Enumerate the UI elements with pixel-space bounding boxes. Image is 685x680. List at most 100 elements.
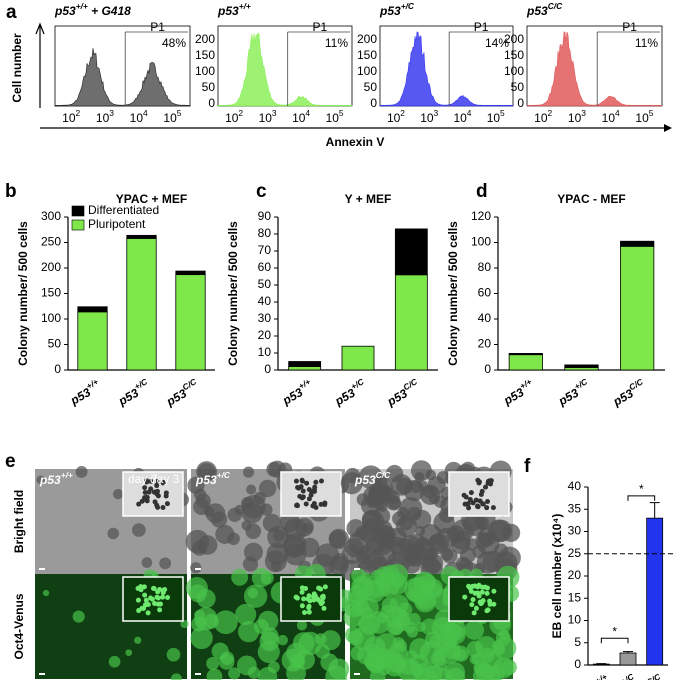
x-tick-label: 104 bbox=[130, 108, 148, 125]
inset-colony bbox=[299, 589, 305, 595]
inset-colony bbox=[466, 505, 472, 511]
colony bbox=[418, 574, 437, 593]
x-tick-label: p53+/+ bbox=[66, 377, 104, 409]
inset-colony bbox=[154, 488, 160, 494]
x-tick-label: 103 bbox=[96, 108, 114, 125]
inset-colony bbox=[150, 585, 156, 591]
x-tick-label: p53C/C bbox=[162, 376, 203, 409]
inset-colony bbox=[160, 504, 166, 510]
bar-segment bbox=[77, 311, 108, 371]
colony bbox=[410, 460, 432, 481]
colony bbox=[499, 630, 510, 641]
x-tick-label: 105 bbox=[163, 108, 181, 125]
colony bbox=[428, 534, 447, 552]
y-tick-label: 30 bbox=[258, 311, 272, 325]
colony bbox=[242, 466, 255, 478]
inset-colony bbox=[303, 501, 309, 507]
inset-colony bbox=[475, 477, 481, 483]
x-tick-label: 103 bbox=[259, 108, 277, 125]
inset-colony bbox=[306, 496, 312, 502]
colony bbox=[328, 528, 350, 550]
y-axis-label: Colony number/ 500 cells bbox=[446, 221, 460, 366]
gate-percent: 11% bbox=[325, 36, 348, 50]
colony bbox=[247, 666, 261, 679]
bar-segment bbox=[508, 354, 543, 371]
inset-colony bbox=[154, 483, 160, 489]
colony bbox=[267, 661, 280, 674]
inset-colony bbox=[155, 595, 161, 601]
inset-colony bbox=[299, 478, 305, 484]
panel-letter: c bbox=[256, 181, 267, 202]
y-tick-label: 200 bbox=[195, 32, 215, 46]
colony bbox=[187, 476, 205, 494]
inset-colony bbox=[141, 584, 147, 590]
inset-colony bbox=[467, 497, 473, 503]
y-tick-label: 0 bbox=[54, 362, 61, 376]
inset-colony bbox=[161, 587, 167, 593]
colony bbox=[283, 536, 305, 558]
y-tick-label: 150 bbox=[195, 48, 215, 62]
inset-colony bbox=[300, 488, 306, 494]
inset-colony bbox=[475, 504, 481, 510]
colony bbox=[445, 667, 466, 680]
inset-colony bbox=[485, 478, 491, 484]
colony bbox=[205, 503, 226, 524]
colony bbox=[188, 584, 207, 603]
colony bbox=[134, 636, 142, 644]
colony bbox=[112, 488, 124, 500]
colony bbox=[390, 474, 413, 496]
y-arrow bbox=[35, 22, 45, 108]
inset-colony bbox=[154, 478, 160, 484]
colony bbox=[279, 511, 300, 532]
scale-bar bbox=[195, 673, 201, 675]
inset-colony bbox=[149, 596, 155, 602]
day-label: day 7 bbox=[128, 472, 158, 486]
panel-letter: f bbox=[524, 456, 531, 477]
inset-colony bbox=[142, 592, 148, 598]
bar-segment bbox=[508, 353, 543, 356]
inset-colony bbox=[472, 590, 478, 596]
colony bbox=[399, 497, 423, 520]
x-tick-label: 105 bbox=[635, 108, 653, 125]
bar bbox=[592, 663, 610, 666]
y-tick-label: 40 bbox=[478, 311, 492, 325]
chart-title: YPAC - MEF bbox=[557, 192, 625, 206]
colony bbox=[206, 668, 223, 680]
colony bbox=[368, 485, 388, 505]
x-tick-label: p53C/C bbox=[626, 671, 667, 680]
colony bbox=[190, 626, 213, 650]
significance-label: * bbox=[639, 482, 644, 496]
inset-colony bbox=[487, 601, 493, 607]
inset-colony bbox=[322, 502, 328, 508]
colony bbox=[488, 665, 505, 680]
y-tick-label: 10 bbox=[258, 345, 272, 359]
colony bbox=[206, 656, 220, 670]
inset-colony bbox=[306, 609, 312, 615]
colony bbox=[347, 590, 366, 609]
y-tick-label: 0 bbox=[574, 657, 581, 671]
inset-colony bbox=[467, 585, 473, 591]
gate-percent: 14% bbox=[485, 36, 509, 50]
x-tick-label: p53+/C bbox=[114, 376, 154, 409]
colony bbox=[320, 630, 341, 651]
arrow-head bbox=[664, 124, 672, 132]
y-tick-label: 40 bbox=[568, 479, 582, 493]
x-tick-label: 104 bbox=[292, 108, 310, 125]
bar-segment bbox=[341, 345, 375, 371]
panel-letter: b bbox=[5, 181, 17, 202]
histogram bbox=[54, 47, 191, 107]
colony bbox=[389, 594, 409, 615]
colony bbox=[170, 673, 182, 680]
panel-letter: d bbox=[476, 181, 488, 202]
inset-colony bbox=[299, 585, 305, 591]
bar bbox=[646, 517, 664, 666]
y-tick-label: 90 bbox=[258, 209, 272, 223]
chart-title: Y + MEF bbox=[345, 192, 392, 206]
inset-colony bbox=[484, 505, 490, 511]
y-tick-label: 0 bbox=[484, 362, 491, 376]
colony bbox=[228, 667, 241, 680]
colony bbox=[358, 465, 383, 490]
inset-colony bbox=[484, 608, 490, 614]
bracket bbox=[627, 495, 656, 501]
inset-colony bbox=[146, 489, 152, 495]
